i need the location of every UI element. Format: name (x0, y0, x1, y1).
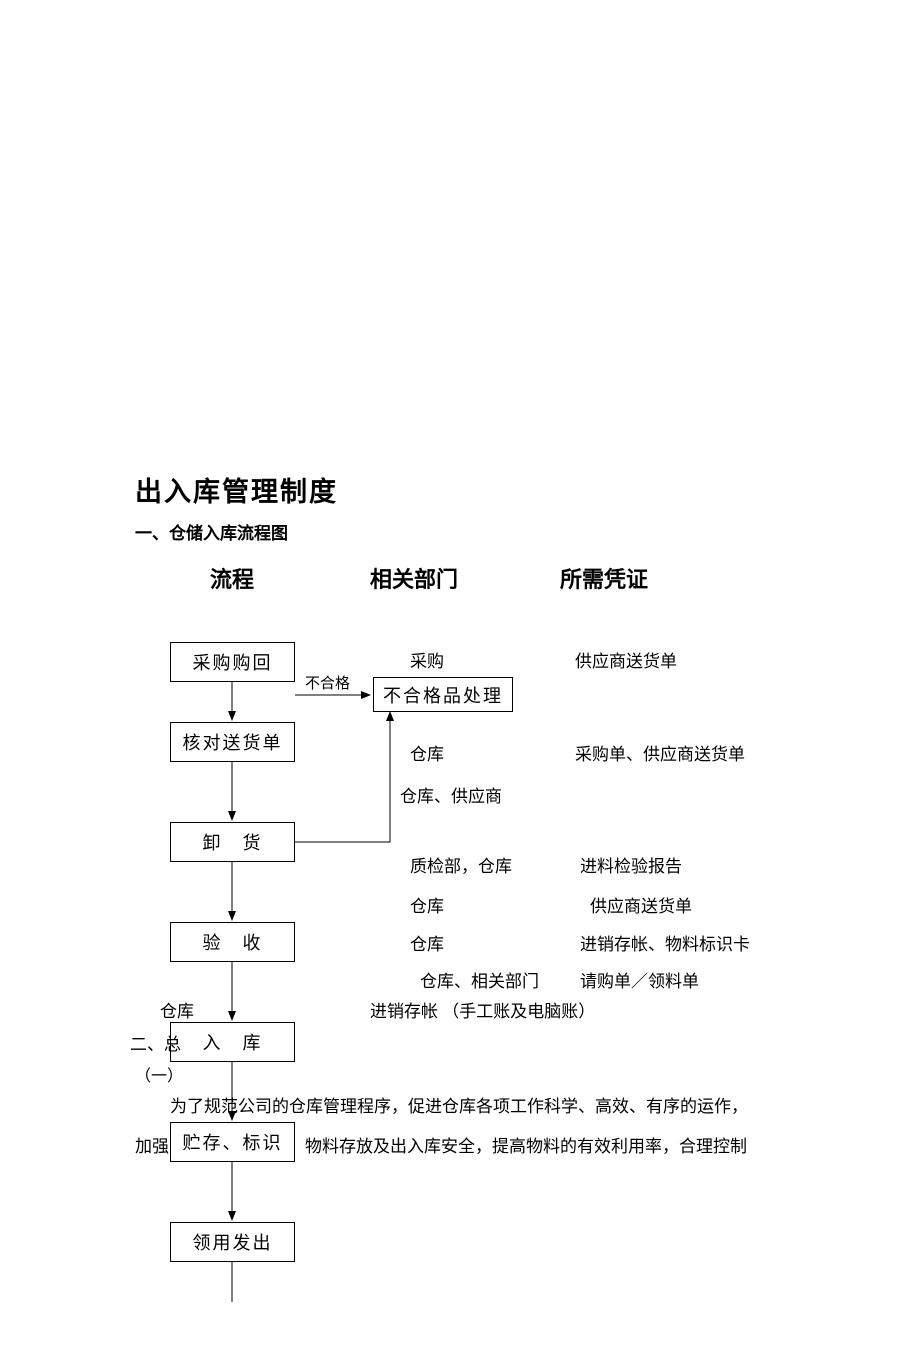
r2b-dept: 仓库、供应商 (400, 782, 502, 807)
section-2-sub: （一） (135, 1062, 183, 1086)
node-reject-handling: 不合格品处理 (373, 677, 513, 712)
node-check-delivery: 核对送货单 (170, 722, 295, 762)
para-line-1: 为了规范公司的仓库管理程序，促进仓库各项工作科学、高效、有序的运作， (170, 1092, 748, 1117)
node-inbound: 入 库 (170, 1022, 295, 1062)
r5-doc: 进销存帐、物料标识卡 (580, 930, 750, 955)
node-purchase-return: 采购购回 (170, 642, 295, 682)
section-1-heading: 一、仓储入库流程图 (135, 519, 815, 544)
r3-doc: 进料检验报告 (580, 852, 682, 877)
edge-label-reject: 不合格 (305, 672, 350, 693)
section-2-heading: 二、总 (130, 1030, 181, 1055)
r5-dept: 仓库 (410, 930, 444, 955)
r2-doc: 采购单、供应商送货单 (575, 740, 745, 765)
flowchart: 采购购回 核对送货单 卸 货 验 收 入 库 贮存、标识 领用发出 不合格品处理… (135, 602, 815, 1362)
col-doc: 所需凭证 (560, 562, 648, 594)
document-page: 出入库管理制度 一、仓储入库流程图 流程 相关部门 所需凭证 (135, 470, 815, 1362)
column-headers: 流程 相关部门 所需凭证 (135, 562, 815, 602)
node-store-tag: 贮存、标识 (170, 1122, 295, 1162)
r6-doc: 请购单／领料单 (580, 967, 699, 992)
node-unload: 卸 货 (170, 822, 295, 862)
col-flow: 流程 (210, 562, 254, 594)
r7-mid: 进销存帐 （手工账及电脑账） (370, 997, 595, 1022)
para-line-2-right: 物料存放及出入库安全，提高物料的有效利用率，合理控制 (305, 1132, 747, 1157)
r1-dept: 采购 (410, 647, 444, 672)
r2-dept: 仓库 (410, 740, 444, 765)
r7-left: 仓库 (160, 997, 194, 1022)
r3-dept: 质检部，仓库 (410, 852, 512, 877)
node-inspect: 验 收 (170, 922, 295, 962)
para-line-2-left: 加强 (135, 1132, 169, 1157)
page-title: 出入库管理制度 (135, 470, 815, 509)
r6-dept: 仓库、相关部门 (420, 967, 539, 992)
r4-dept: 仓库 (410, 892, 444, 917)
node-issue: 领用发出 (170, 1222, 295, 1262)
col-dept: 相关部门 (370, 562, 458, 594)
r4-doc: 供应商送货单 (590, 892, 692, 917)
r1-doc: 供应商送货单 (575, 647, 677, 672)
